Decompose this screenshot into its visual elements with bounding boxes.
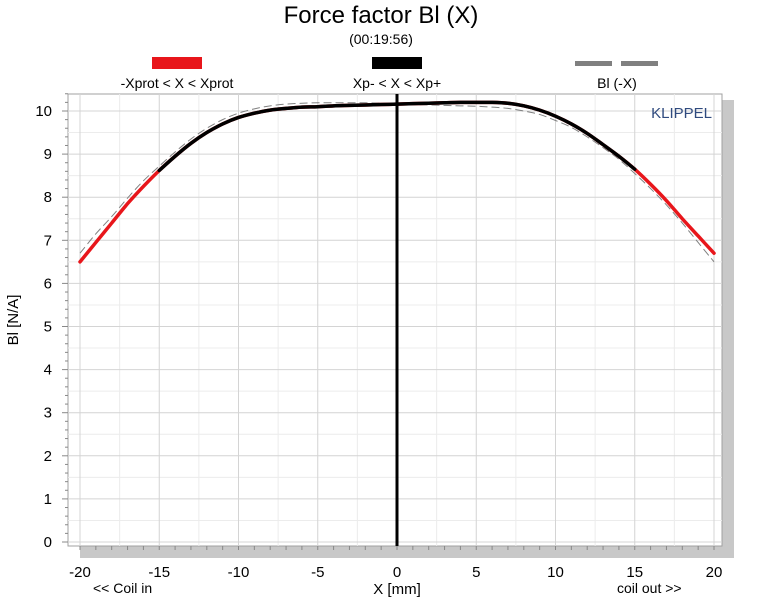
brand-label: KLIPPEL [651, 105, 712, 122]
plot-area [67, 93, 723, 547]
x-tick-label: 10 [547, 564, 564, 581]
y-tick-label: 7 [44, 232, 52, 249]
legend-label-xprot: -Xprot < X < Xprot [120, 75, 234, 91]
legend-swatch-red [152, 57, 202, 69]
y-tick-label: 5 [44, 319, 52, 336]
y-tick-label: 10 [35, 103, 52, 120]
x-tick-label: 0 [393, 564, 401, 581]
y-tick-label: 3 [44, 405, 52, 422]
x-tick-label: -20 [69, 564, 91, 581]
tick-labels: -20 -15 -10 -5 0 5 10 15 20 0 1 2 3 4 5 6 7 8 9 10 [35, 103, 722, 581]
plot-shadow-bottom [80, 546, 734, 558]
legend-swatch-black [372, 57, 422, 69]
y-tick-label: 4 [44, 362, 52, 379]
grid-minor [68, 94, 722, 546]
y-tick-label: 2 [44, 448, 52, 465]
y-tick-label: 0 [44, 534, 52, 551]
x-tick-label: 15 [626, 564, 643, 581]
x-tick-label: 20 [706, 564, 723, 581]
coil-out-note: coil out >> [617, 580, 682, 596]
x-tick-label: -5 [311, 564, 324, 581]
plot-shadow-right [722, 100, 734, 558]
x-tick-label: 5 [472, 564, 480, 581]
legend-swatch-gray-2 [621, 61, 658, 66]
axis-ticks [62, 93, 715, 550]
y-tick-label: 8 [44, 189, 52, 206]
x-tick-label: -15 [148, 564, 170, 581]
y-tick-label: 9 [44, 146, 52, 163]
legend-label-bl-neg: Bl (-X) [597, 75, 637, 91]
chart-title: Force factor Bl (X) [283, 2, 479, 29]
x-axis-label: X [mm] [373, 581, 421, 598]
coil-in-note: << Coil in [93, 580, 153, 596]
legend-swatch-gray-1 [575, 61, 612, 66]
series-layer [78, 94, 716, 546]
y-tick-label: 1 [44, 491, 52, 508]
legend-label-xp: Xp- < X < Xp+ [352, 75, 442, 91]
y-tick-label: 6 [44, 275, 52, 292]
chart-subtitle: (00:19:56) [349, 31, 413, 47]
y-axis-label: Bl [N/A] [5, 295, 22, 346]
x-tick-label: -10 [228, 564, 250, 581]
